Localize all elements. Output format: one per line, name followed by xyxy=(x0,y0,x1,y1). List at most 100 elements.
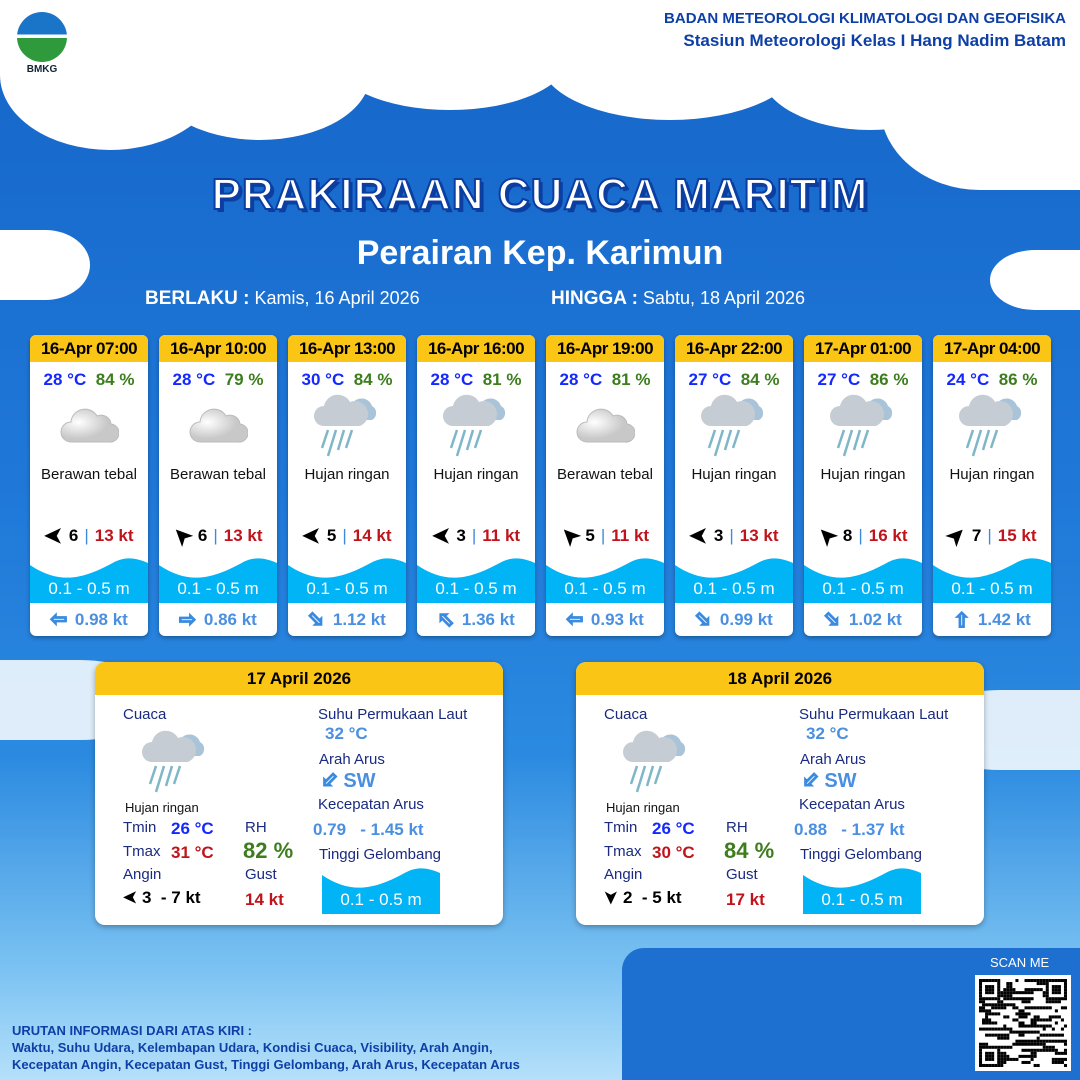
current-speed-max: - 1.45 kt xyxy=(360,820,424,839)
forecast-time: 16-Apr 16:00 xyxy=(417,335,535,362)
forecast-time: 17-Apr 01:00 xyxy=(804,335,922,362)
air-temperature: 28 °C xyxy=(172,370,216,389)
divider: | xyxy=(858,526,863,545)
wind-direction-icon: ➤ xyxy=(689,524,708,549)
gust-speed: 13 kt xyxy=(223,526,263,545)
humidity: 86 % xyxy=(998,370,1038,389)
humidity: 81 % xyxy=(482,370,522,389)
wave-height: 0.1 - 0.5 m xyxy=(48,579,130,598)
forecast-time: 16-Apr 07:00 xyxy=(30,335,148,362)
tmax-value: 30 °C xyxy=(652,843,695,862)
cloud-icon xyxy=(159,390,277,460)
forecast-card: 16-Apr 07:00 28 °C 84 % Berawan tebal ➤ 6… xyxy=(30,335,148,636)
gust-value: 14 kt xyxy=(245,890,284,909)
weather-condition: Hujan ringan xyxy=(691,466,777,483)
current-direction-icon: ⇨ xyxy=(179,609,197,632)
current-direction-value: SW xyxy=(824,770,857,792)
forecast-card: 16-Apr 13:00 30 °C 84 % Hujan ringan ➤ 5 |… xyxy=(288,335,406,636)
air-temperature: 28 °C xyxy=(559,370,603,389)
air-temperature: 28 °C xyxy=(430,370,474,389)
forecast-time: 16-Apr 13:00 xyxy=(288,335,406,362)
weather-condition: Berawan tebal xyxy=(557,466,653,483)
valid-to-label: HINGGA : xyxy=(551,288,638,309)
wind-speed: 3 xyxy=(713,526,724,545)
rain-icon xyxy=(140,726,210,801)
sst-label: Suhu Permukaan Laut xyxy=(318,706,468,723)
current-speed: 1.12 kt xyxy=(332,609,386,629)
current-speed: 0.98 kt xyxy=(74,609,128,629)
current-speed: 1.42 kt xyxy=(977,609,1031,629)
weather-condition: Hujan ringan xyxy=(949,466,1035,483)
gust-speed: 13 kt xyxy=(94,526,134,545)
wind-speed: 6 xyxy=(68,526,79,545)
current-direction-icon: ⇨ xyxy=(689,606,717,634)
wind-speed: 5 xyxy=(326,526,337,545)
divider: | xyxy=(987,526,992,545)
wind-label: Angin xyxy=(604,866,643,883)
cloud-decoration xyxy=(150,10,370,140)
organization: BADAN METEOROLOGI KLIMATOLOGI DAN GEOFIS… xyxy=(664,10,1066,51)
daily-condition: Hujan ringan xyxy=(125,800,199,815)
current-speed-label: Kecepatan Arus xyxy=(318,796,424,813)
daily-condition: Hujan ringan xyxy=(606,800,680,815)
forecast-time: 16-Apr 19:00 xyxy=(546,335,664,362)
wind-speed: 3 xyxy=(456,526,466,545)
daily-summary-panel: 18 April 2026 Cuaca Hujan ringan Tmin 26… xyxy=(576,662,984,925)
divider: | xyxy=(729,526,734,545)
gust-value: 17 kt xyxy=(726,890,765,909)
rh-value: 82 % xyxy=(243,838,294,863)
valid-from-value: Kamis, 16 April 2026 xyxy=(254,288,420,308)
tmax-label: Tmax xyxy=(604,843,642,860)
current-direction-icon: ⇨ xyxy=(50,608,68,631)
weather-condition: Hujan ringan xyxy=(820,466,906,483)
forecast-time: 16-Apr 10:00 xyxy=(159,335,277,362)
current-speed: 0.99 kt xyxy=(719,609,773,629)
cloud-decoration xyxy=(990,250,1080,310)
wave-height: 0.1 - 0.5 m xyxy=(435,579,517,598)
wind-speed: 5 xyxy=(585,526,595,545)
rain-icon xyxy=(804,390,922,460)
wave-label: Tinggi Gelombang xyxy=(319,846,442,863)
wind-direction-icon: ➤ xyxy=(44,524,63,549)
wind-speed: 6 xyxy=(197,526,208,545)
rh-label: RH xyxy=(726,819,748,836)
tmin-value: 26 °C xyxy=(171,819,214,838)
wind-direction-icon: ➤ xyxy=(601,890,621,905)
daily-date: 17 April 2026 xyxy=(95,662,503,695)
current-direction-label: Arah Arus xyxy=(800,751,866,768)
valid-from: BERLAKU : Kamis, 16 April 2026 xyxy=(145,288,420,310)
wave-height-graphic: 0.1 - 0.5 m xyxy=(30,557,148,603)
wave-height-graphic: 0.1 - 0.5 m xyxy=(159,557,277,603)
humidity: 84 % xyxy=(353,370,393,389)
current-direction-icon: ⇨ xyxy=(432,605,460,633)
wind-direction-icon: ➤ xyxy=(431,524,451,549)
wave-height-graphic: 0.1 - 0.5 m xyxy=(675,557,793,603)
footer-legend: URUTAN INFORMASI DARI ATAS KIRI : Waktu,… xyxy=(12,1022,520,1073)
gust-label: Gust xyxy=(245,866,277,883)
station-name: Stasiun Meteorologi Kelas I Hang Nadim B… xyxy=(683,31,1066,50)
wind-direction-icon: ➤ xyxy=(554,520,586,552)
scan-me-label: SCAN ME xyxy=(990,955,1050,970)
wave-height: 0.1 - 0.5 m xyxy=(821,890,903,909)
current-direction-icon: ⇨ xyxy=(818,606,846,634)
tmin-label: Tmin xyxy=(123,819,157,836)
logo-text: BMKG xyxy=(26,64,58,75)
rain-icon xyxy=(621,726,691,801)
org-name: BADAN METEOROLOGI KLIMATOLOGI DAN GEOFIS… xyxy=(664,10,1066,27)
rain-icon xyxy=(288,390,406,460)
tmax-label: Tmax xyxy=(123,843,161,860)
wave-height: 0.1 - 0.5 m xyxy=(564,579,646,598)
valid-to: HINGGA : Sabtu, 18 April 2026 xyxy=(551,288,805,310)
forecast-time: 17-Apr 04:00 xyxy=(933,335,1051,362)
wave-height-graphic: 0.1 - 0.5 m xyxy=(546,557,664,603)
divider: | xyxy=(471,526,477,545)
qr-code[interactable] xyxy=(975,975,1071,1071)
humidity: 81 % xyxy=(611,370,651,389)
valid-from-label: BERLAKU : xyxy=(145,288,250,309)
cloud-decoration xyxy=(540,0,800,120)
wave-height: 0.1 - 0.5 m xyxy=(177,579,259,598)
humidity: 84 % xyxy=(740,370,780,389)
forecast-card: 16-Apr 16:00 28 °C 81 % Hujan ringan ➤ 3 |… xyxy=(417,335,535,636)
wind-direction-icon: ➤ xyxy=(166,520,198,552)
sst-value: 32 °C xyxy=(325,724,368,743)
